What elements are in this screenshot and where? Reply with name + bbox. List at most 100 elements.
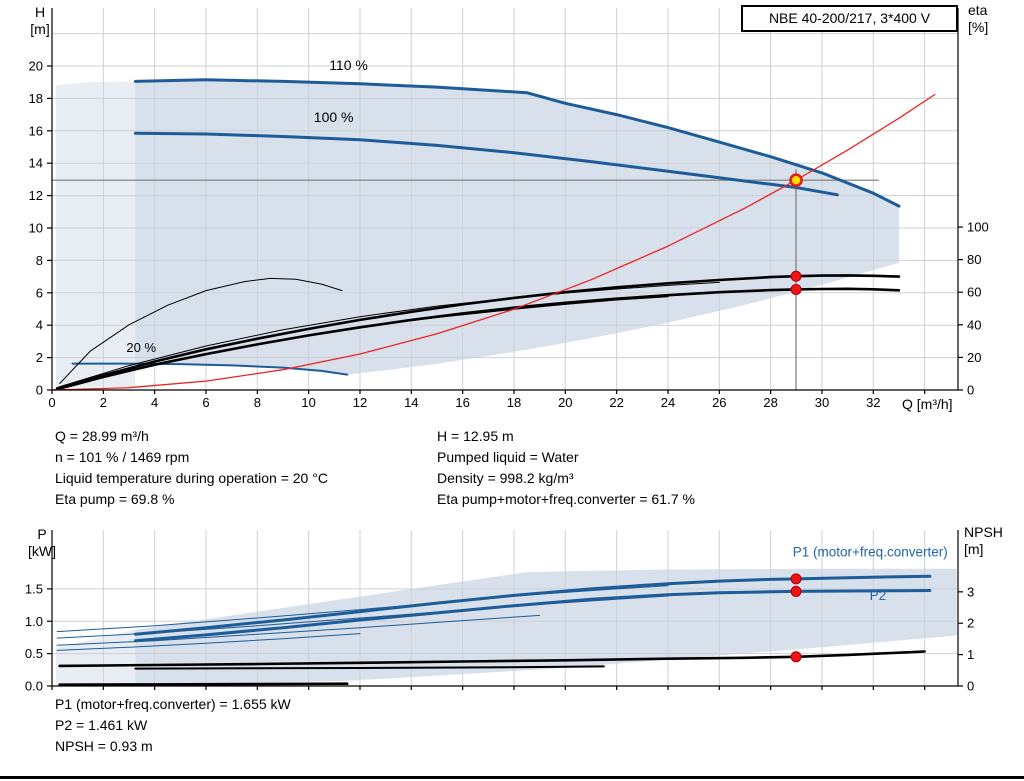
p1-point (790, 573, 802, 585)
tick-label: 0.5 (25, 646, 43, 661)
tick-label: 6 (36, 285, 43, 300)
h-axis-title-line1: H (34, 4, 46, 20)
duty-info-right: H = 12.95 m Pumped liquid = Water Densit… (437, 426, 695, 510)
tick-label: 28 (763, 395, 777, 410)
tick-label: 0 (967, 383, 974, 398)
h-axis-title-line2: [m] (30, 21, 50, 37)
envelope-extended-region (55, 81, 136, 387)
q-axis-title: Q [m³/h] (902, 396, 953, 412)
tick-label: 16 (455, 395, 469, 410)
label-min-speed: 20 % (126, 340, 156, 355)
duty-info-left: Q = 28.99 m³/h n = 101 % / 1469 rpm Liqu… (55, 426, 328, 510)
tick-label: 14 (29, 156, 43, 171)
curve-min-speed (71, 362, 349, 376)
npsh-axis-title-line1: NPSH (964, 524, 1003, 540)
info-line-p2: P2 = 1.461 kW (55, 717, 148, 733)
info-line-p1: P1 (motor+freq.converter) = 1.655 kW (55, 696, 291, 712)
tick-label: 8 (36, 253, 43, 268)
eta-total-curve (55, 287, 901, 391)
p-axis-title-line1: P (37, 526, 47, 542)
p2-curve (133, 589, 932, 643)
label-100-percent: 100 % (314, 109, 354, 125)
hq-chart: 0 2 4 6 8 10 12 14 16 18 20 22 24 26 28 30 3202468101214… (29, 8, 989, 410)
tick-label: 2 (100, 395, 107, 410)
pump-model-title: NBE 40-200/217, 3*400 V (741, 5, 958, 32)
label-110-percent: 110 % (329, 57, 368, 73)
tick-label: 10 (301, 395, 315, 410)
power-envelope-region (135, 568, 957, 685)
tick-label: 24 (661, 395, 675, 410)
info-line-temperature: Liquid temperature during operation = 20… (55, 470, 328, 486)
tick-label: 40 (967, 317, 981, 332)
tick-label: 22 (609, 395, 623, 410)
tick-label: 32 (866, 395, 880, 410)
info-line-n: n = 101 % / 1469 rpm (55, 449, 190, 465)
tick-label: 1.5 (25, 581, 43, 596)
operating-point[interactable] (789, 173, 803, 188)
tick-label: 26 (712, 395, 726, 410)
p-axis-title: P [kW] (20, 526, 64, 560)
tick-label: 100 (967, 220, 989, 235)
tick-label: 20 (558, 395, 572, 410)
tick-label: 3 (967, 584, 974, 599)
eta-curve-low-speed (59, 277, 343, 384)
tick-label: 2 (967, 616, 974, 631)
tick-label: 20 (29, 58, 43, 73)
power-npsh-chart: 0.0 0.5 1.0 1.5 0 1 2 3 P1 (motor+freq.converter… (25, 530, 974, 694)
tick-label: 0 (48, 395, 55, 410)
info-line-q: Q = 28.99 m³/h (55, 428, 149, 444)
p-axis-title-line2: [kW] (28, 543, 56, 559)
tick-label: 1.0 (25, 614, 43, 629)
eta-axis-title: eta [%] (968, 2, 1018, 36)
info-line-npsh: NPSH = 0.93 m (55, 738, 153, 754)
tick-label: 1 (967, 647, 974, 662)
label-p1: P1 (motor+freq.converter) (793, 545, 948, 560)
tick-label: 12 (29, 188, 43, 203)
tick-label: 18 (29, 91, 43, 106)
info-line-h: H = 12.95 m (437, 428, 514, 444)
tick-label: 4 (151, 395, 158, 410)
tick-label: 80 (967, 252, 981, 267)
eta-axis-title-line2: [%] (968, 19, 989, 35)
tick-label: 12 (353, 395, 367, 410)
power-min-curve (58, 682, 349, 687)
bottom-border (0, 776, 1024, 779)
power-envelope-extended-region (55, 629, 136, 685)
npsh-axis-title-line2: [m] (964, 541, 984, 557)
tick-label: 2 (36, 350, 43, 365)
tick-label: 30 (815, 395, 829, 410)
info-line-density: Density = 998.2 kg/m³ (437, 470, 574, 486)
h-axis-title: H [m] (20, 4, 60, 38)
eta-pump-point (790, 270, 802, 282)
tick-label: 10 (29, 220, 43, 235)
curve-100-percent (133, 131, 839, 197)
info-line-liquid: Pumped liquid = Water (437, 449, 579, 465)
tick-label: 20 (967, 350, 981, 365)
info-line-eta-total: Eta pump+motor+freq.converter = 61.7 % (437, 491, 695, 507)
power-curve-thin-4 (56, 633, 361, 651)
npsh-curve-low (134, 665, 605, 670)
operating-envelope-region (135, 79, 899, 375)
eta-axis-title-line1: eta (968, 2, 988, 18)
p1-curve (133, 574, 932, 636)
system-curve (51, 93, 936, 391)
tick-label: 8 (254, 395, 261, 410)
tick-label: 16 (29, 123, 43, 138)
tick-label: 60 (967, 285, 981, 300)
tick-label: 6 (202, 395, 209, 410)
npsh-point (790, 651, 802, 663)
info-line-eta-pump: Eta pump = 69.8 % (55, 491, 175, 507)
tick-label: 0 (36, 383, 43, 398)
tick-label: 4 (36, 318, 43, 333)
tick-label: 0 (967, 679, 974, 694)
label-p2: P2 (870, 588, 887, 603)
eta-pump-curve (55, 274, 901, 390)
tick-label: 14 (404, 395, 418, 410)
npsh-axis-title: NPSH [m] (964, 524, 1020, 558)
power-info: P1 (motor+freq.converter) = 1.655 kW P2 … (55, 694, 291, 757)
eta-curve-thin-1 (59, 281, 720, 388)
tick-label: 18 (507, 395, 521, 410)
p2-point (790, 585, 802, 597)
